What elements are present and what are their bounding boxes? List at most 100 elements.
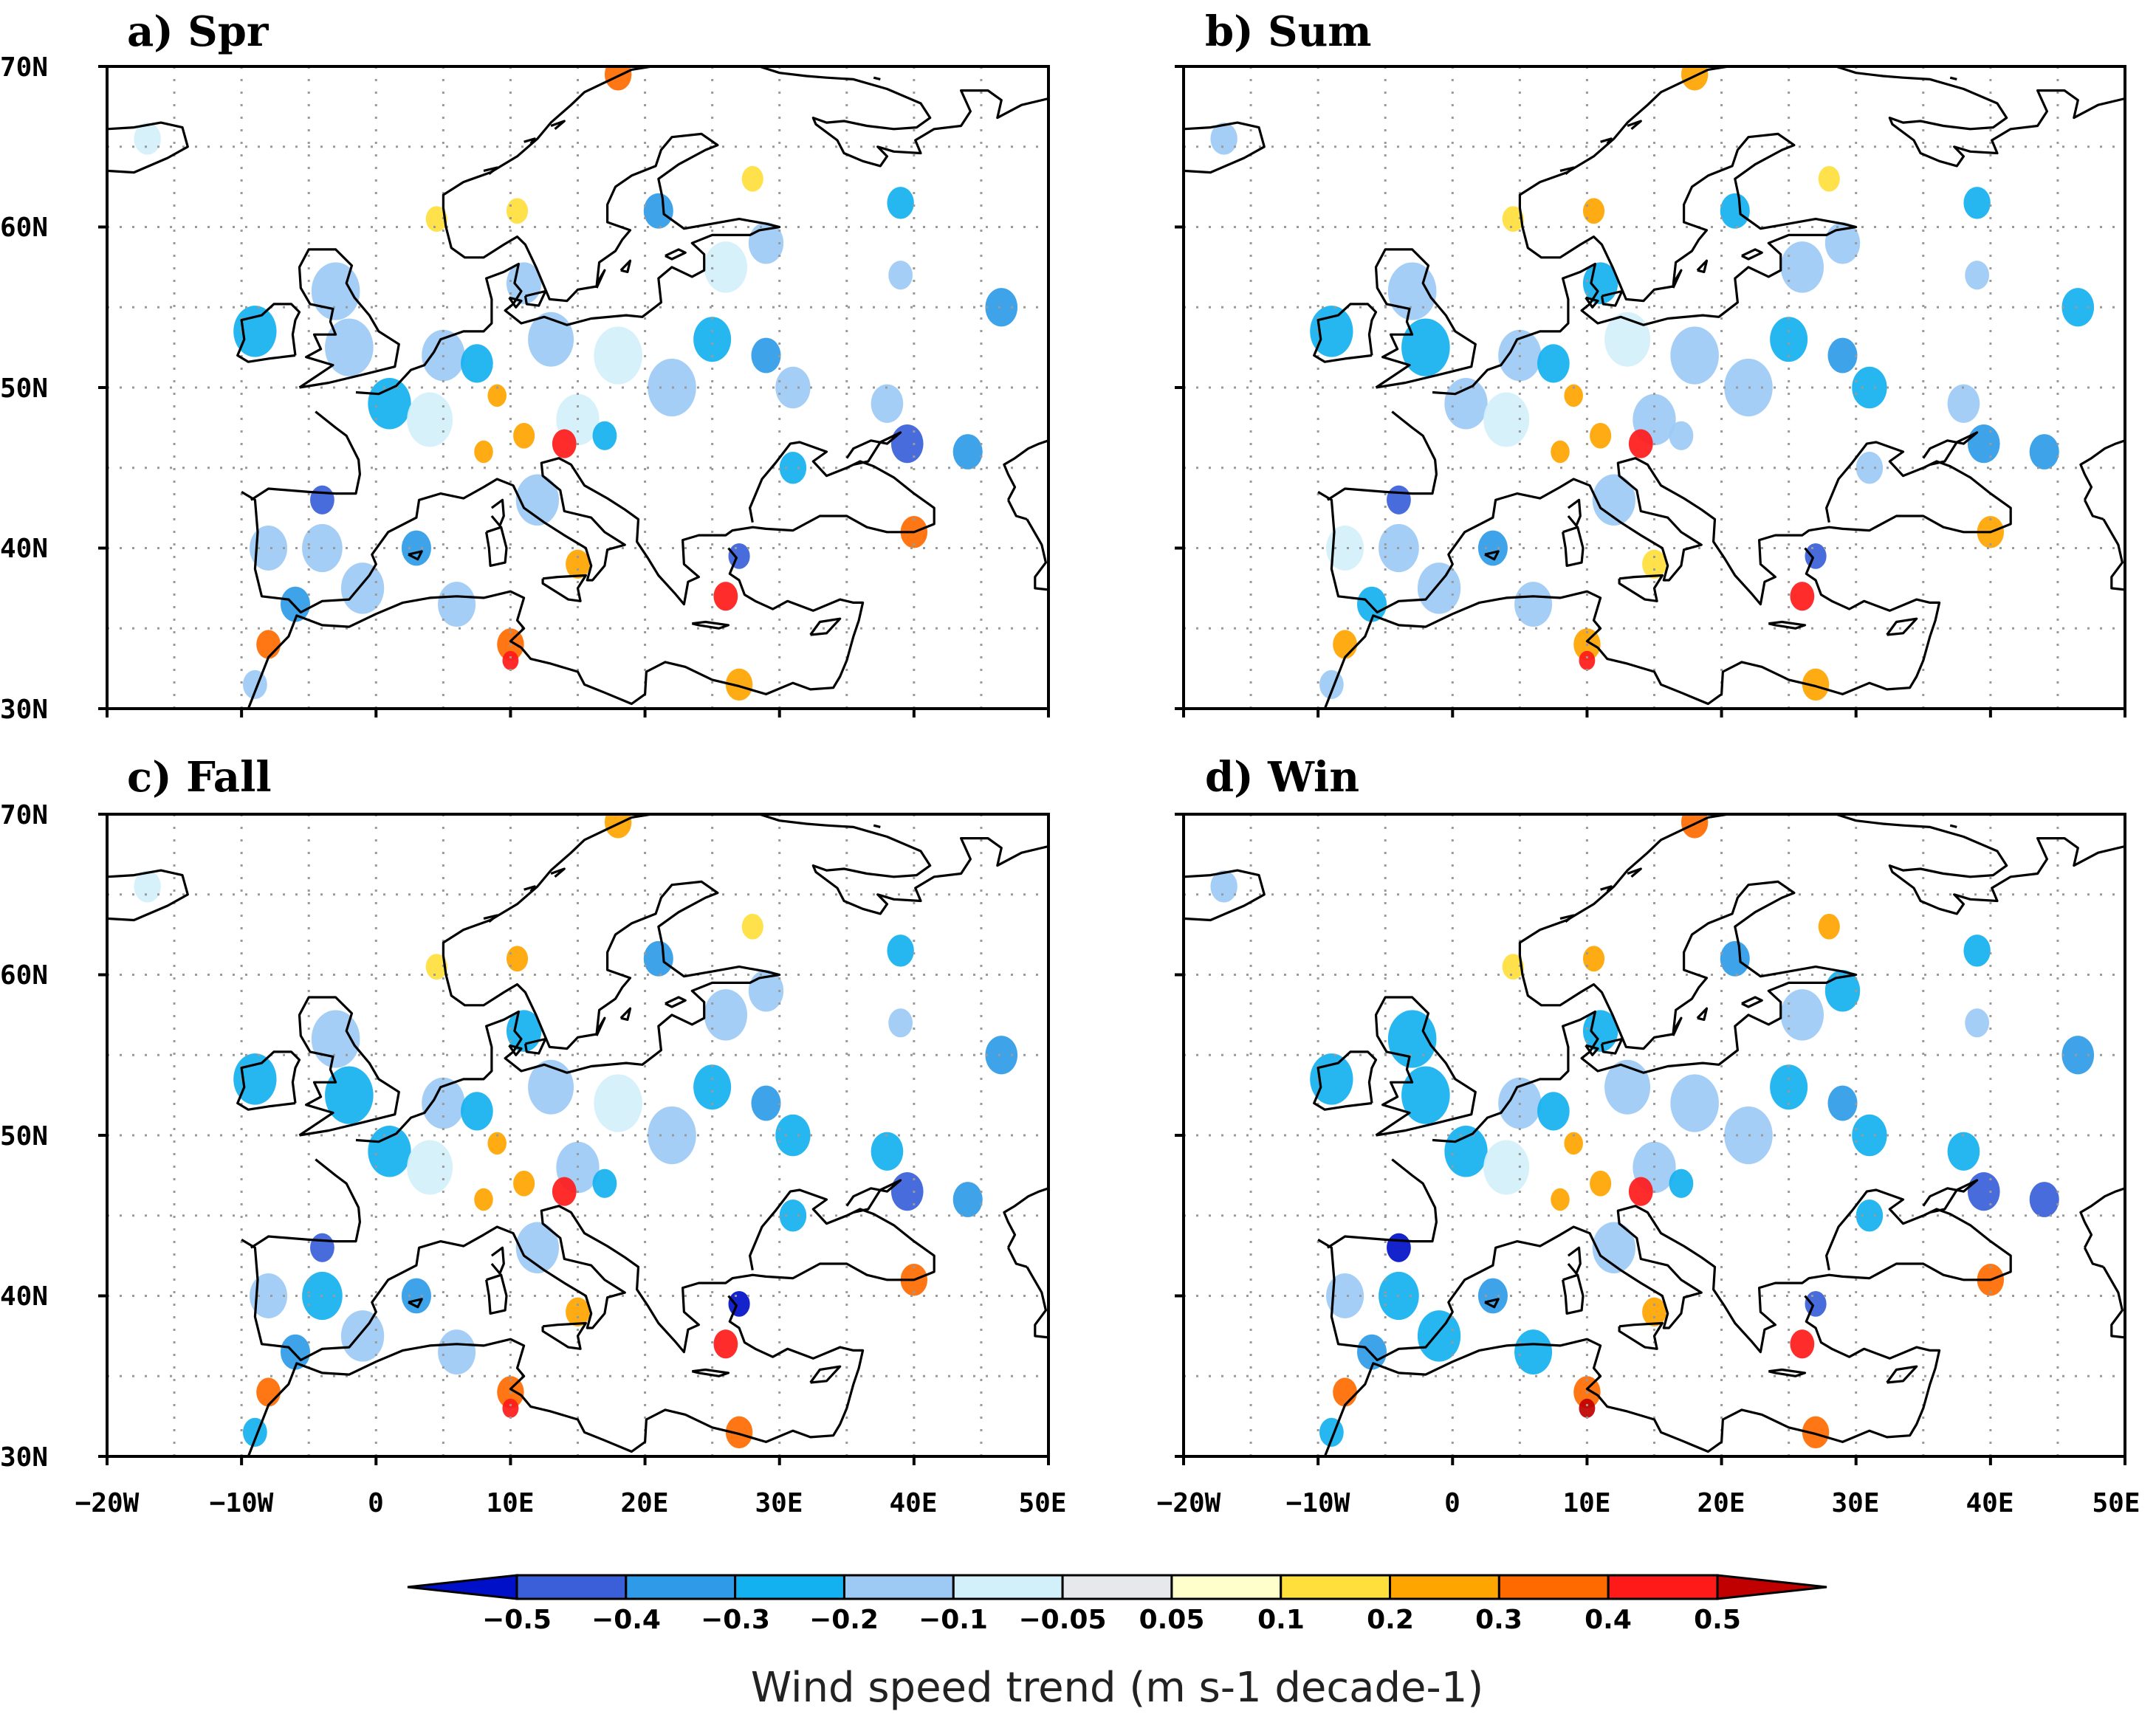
colorbar-swatch: [1607, 1574, 1719, 1600]
coastline-segment: [523, 1037, 547, 1055]
colorbar-label: −0.5: [482, 1605, 552, 1635]
trend-cell: [134, 123, 161, 155]
trend-cell: [528, 312, 574, 367]
trend-cell: [887, 187, 914, 219]
trend-cell: [1669, 1169, 1694, 1198]
trend-cell: [1537, 1092, 1570, 1131]
trend-cell: [1967, 1172, 2000, 1211]
coastline-segment: [355, 814, 781, 1143]
lat-tick-label: 70N: [0, 52, 48, 83]
trend-cell: [1855, 1200, 1884, 1232]
dotted-grid: [1184, 66, 2125, 709]
trend-cell: [325, 318, 374, 376]
coastline-segment: [1672, 1016, 1683, 1036]
panel-title: b) Sum: [1205, 7, 1372, 56]
coastline-segment: [873, 76, 881, 80]
coastline-segment: [550, 120, 566, 131]
coastline-segment: [408, 1298, 423, 1309]
trend-cell: [1444, 1125, 1488, 1177]
trend-cell: [513, 422, 535, 449]
lon-labels: −20W −10W 0 10E 20E 30E 40E 50E: [75, 1488, 1067, 1518]
trend-cell: [1805, 1290, 1827, 1317]
coastline-segment: [490, 498, 505, 527]
lon-labels: −20W −10W 0 10E 20E 30E 40E 50E: [1157, 1488, 2140, 1518]
lat-tick-label: 30N: [0, 695, 48, 725]
panel-fall: c) Fall 70N 60N 50N 40N 30N −20W −10W 0 …: [0, 753, 1067, 1518]
colorbar-under-arrow: [407, 1574, 518, 1600]
coastline-segment: [809, 617, 842, 636]
trend-cell: [250, 526, 288, 571]
trend-cell: [1855, 452, 1884, 484]
trend-cell: [594, 1074, 642, 1132]
coastline-segment: [1922, 431, 1979, 466]
coastline-segment: [523, 885, 536, 892]
trend-cell: [1326, 1273, 1364, 1318]
trend-cell: [1387, 1010, 1437, 1068]
trend-cell: [256, 630, 281, 659]
trend-cell: [1564, 384, 1583, 407]
colorbar-labels: −0.5 −0.4 −0.3 −0.2 −0.1 −0.05 0.05 0.1 …: [482, 1605, 1741, 1635]
coastline-segment: [1003, 1187, 1048, 1249]
map-frame: [106, 65, 1050, 710]
trend-cell: [552, 1177, 577, 1206]
colorbar-swatch: [734, 1574, 845, 1600]
trend-cell: [1780, 989, 1824, 1041]
trend-cell: [592, 1169, 617, 1198]
trend-cell: [1483, 1140, 1530, 1195]
trend-cell: [340, 562, 385, 614]
coastline-segment: [845, 431, 902, 466]
trend-field: [134, 66, 1018, 701]
coastline-segment: [1627, 867, 1642, 878]
trend-cell: [474, 440, 493, 464]
lat-tick-label: 60N: [0, 960, 48, 991]
trend-cell: [741, 165, 763, 192]
panel-summer: b) Sum: [1175, 7, 2126, 717]
trend-cell: [1790, 1329, 1815, 1359]
lon-tick-label: 40E: [889, 1488, 937, 1518]
trend-cell: [1326, 526, 1364, 571]
trend-cell: [438, 582, 476, 627]
trend-cell: [1592, 474, 1635, 526]
trend-cell: [1477, 530, 1508, 566]
trend-cell: [552, 429, 577, 458]
trend-cell: [1551, 440, 1570, 464]
trend-cell: [368, 377, 411, 430]
tick-marks: [1175, 65, 2126, 717]
trend-cell: [1590, 422, 1612, 449]
colorbar-swatch: [842, 1574, 955, 1600]
coastline-segment: [1949, 76, 1957, 80]
tick-marks: [98, 813, 1050, 1465]
coastline-segment: [2102, 1266, 2125, 1339]
coastline-segment: [595, 1016, 606, 1036]
trend-cell: [1333, 1377, 1357, 1407]
trend-cell: [1947, 1132, 1980, 1171]
panel-title: c) Fall: [127, 753, 272, 802]
trend-cell: [1670, 326, 1719, 385]
trend-field: [1210, 66, 2095, 701]
coastline-segment: [107, 121, 189, 174]
trend-cell: [280, 586, 311, 622]
lon-tick-label: 50E: [1018, 1488, 1066, 1518]
coastline-segment: [483, 914, 498, 923]
trend-cell: [1483, 392, 1530, 447]
trend-cell: [340, 1310, 385, 1362]
trend-cell: [890, 424, 924, 464]
trend-cell: [506, 946, 529, 972]
trend-cell: [1642, 1297, 1666, 1326]
trend-cell: [1967, 424, 2000, 464]
coastline-segment: [1006, 1247, 1028, 1268]
trend-cell: [1770, 1064, 1808, 1110]
coastline-segment: [250, 1158, 361, 1249]
colorbar-swatch: [952, 1574, 1064, 1600]
trend-cell: [1965, 1008, 1990, 1038]
coastline-segment: [1317, 1188, 2012, 1362]
tick-marks: [98, 65, 1050, 717]
colorbar-label: −0.1: [919, 1605, 988, 1635]
trend-cell: [1852, 366, 1887, 409]
coastline-segment: [236, 303, 301, 363]
trend-cell: [775, 366, 811, 409]
colorbar-label: −0.2: [809, 1605, 879, 1635]
trend-cell: [728, 1290, 750, 1317]
lon-tick-label: −10W: [210, 1488, 274, 1518]
coastline-segment: [1432, 814, 1858, 1143]
